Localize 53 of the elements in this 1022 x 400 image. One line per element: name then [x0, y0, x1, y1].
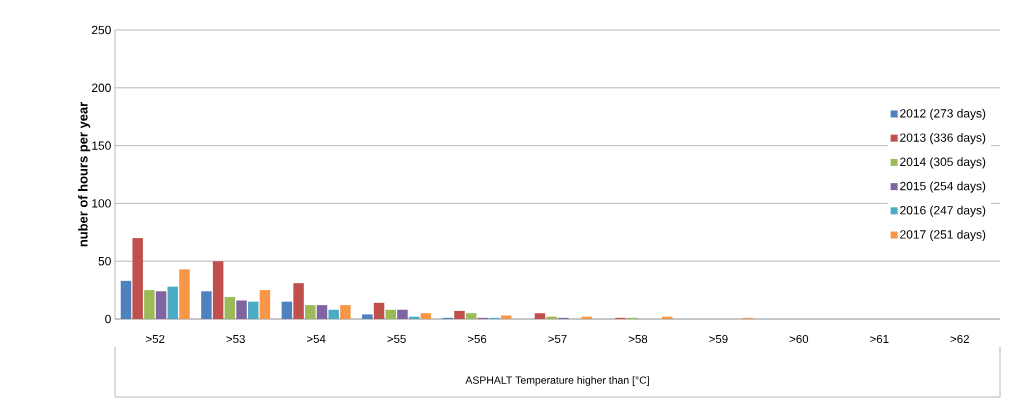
bar — [281, 301, 293, 319]
bar — [259, 290, 271, 319]
legend-label: 2015 (254 days) — [900, 181, 986, 193]
bar — [501, 315, 512, 319]
y-tick-label: 150 — [92, 141, 111, 150]
bar — [247, 301, 259, 319]
bar — [201, 291, 212, 319]
bar — [224, 297, 236, 319]
legend-label: 2014 (305 days) — [900, 157, 986, 169]
bar — [385, 309, 396, 319]
bar — [179, 269, 190, 319]
bar — [132, 238, 143, 319]
x-tick-label: >54 — [306, 334, 326, 343]
x-tick-label: >52 — [146, 334, 165, 344]
bar — [465, 313, 477, 319]
x-tick-label: >61 — [870, 334, 889, 344]
bar — [397, 309, 408, 319]
bar — [316, 305, 328, 319]
x-tick-label: >56 — [467, 334, 487, 344]
y-tick-label: 50 — [98, 256, 111, 266]
x-tick-label: >57 — [548, 334, 567, 343]
y-axis-title: nuber of hours per year — [78, 102, 91, 247]
x-tick-label: >53 — [226, 334, 245, 344]
bar — [120, 280, 132, 319]
x-tick-label: >58 — [628, 334, 648, 344]
bar — [293, 283, 304, 319]
y-tick-label: 100 — [92, 199, 111, 208]
legend-label: 2013 (336 days) — [900, 133, 986, 145]
bar — [328, 309, 339, 319]
x-axis-title: ASPHALT Temperature higher than [°C] — [465, 376, 649, 386]
y-tick-label: 200 — [91, 83, 111, 93]
bar — [362, 314, 373, 319]
bar — [534, 313, 546, 319]
bar — [420, 313, 432, 319]
legend-label: 2017 (251 days) — [900, 229, 986, 242]
x-tick-label: >62 — [950, 334, 969, 344]
bar — [212, 261, 224, 319]
x-tick-label: >59 — [709, 334, 728, 344]
bar — [454, 310, 465, 319]
bar — [305, 305, 316, 319]
bar — [373, 302, 385, 319]
legend-label: 2016 (247 days) — [900, 205, 986, 217]
bar — [546, 316, 557, 319]
legend-label: 2012 (273 days) — [900, 108, 986, 120]
y-tick-label: 0 — [105, 314, 111, 324]
y-tick-label: 250 — [91, 25, 111, 35]
bar — [167, 286, 179, 319]
x-tick-label: >60 — [789, 334, 809, 344]
x-tick-label: >55 — [387, 334, 406, 343]
bar — [340, 305, 351, 319]
bar — [155, 291, 167, 319]
bar — [144, 290, 155, 319]
bar — [236, 300, 247, 319]
